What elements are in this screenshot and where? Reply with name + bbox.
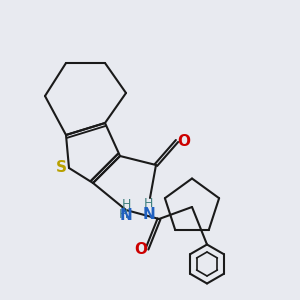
Text: S: S	[56, 160, 67, 175]
Text: N: N	[120, 208, 132, 224]
Text: H: H	[121, 198, 131, 211]
Text: O: O	[134, 242, 147, 256]
Text: O: O	[177, 134, 190, 148]
Text: H: H	[144, 197, 153, 210]
Text: H: H	[119, 208, 128, 221]
Text: N: N	[142, 207, 155, 222]
